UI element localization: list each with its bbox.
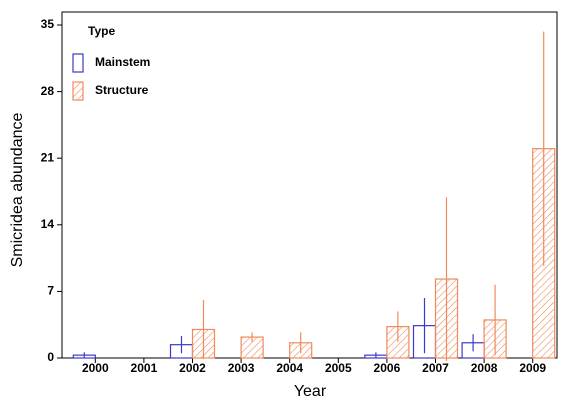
x-tick-label: 2000	[82, 361, 109, 375]
x-tick-label: 2007	[422, 361, 449, 375]
y-tick-label: 35	[41, 17, 55, 31]
x-tick-label: 2001	[131, 361, 158, 375]
x-tick-label: 2005	[325, 361, 352, 375]
y-tick-label: 0	[47, 350, 54, 364]
x-axis-title: Year	[294, 383, 327, 400]
legend-swatch	[72, 81, 84, 101]
y-tick-label: 7	[47, 284, 54, 298]
x-tick-label: 2008	[471, 361, 498, 375]
y-tick-label: 21	[41, 150, 55, 164]
y-tick-label: 14	[41, 217, 55, 231]
legend-label: Mainstem	[95, 55, 150, 69]
x-tick-label: 2002	[179, 361, 206, 375]
x-tick-label: 2003	[228, 361, 255, 375]
legend-swatch	[72, 53, 84, 73]
x-tick-label: 2004	[276, 361, 303, 375]
x-tick-label: 2006	[374, 361, 401, 375]
y-tick-label: 28	[41, 84, 55, 98]
y-axis-title: Smicridea abundance	[9, 113, 26, 268]
x-tick-label: 2009	[519, 361, 546, 375]
legend-title: Type	[88, 24, 115, 38]
legend-label: Structure	[95, 83, 149, 97]
